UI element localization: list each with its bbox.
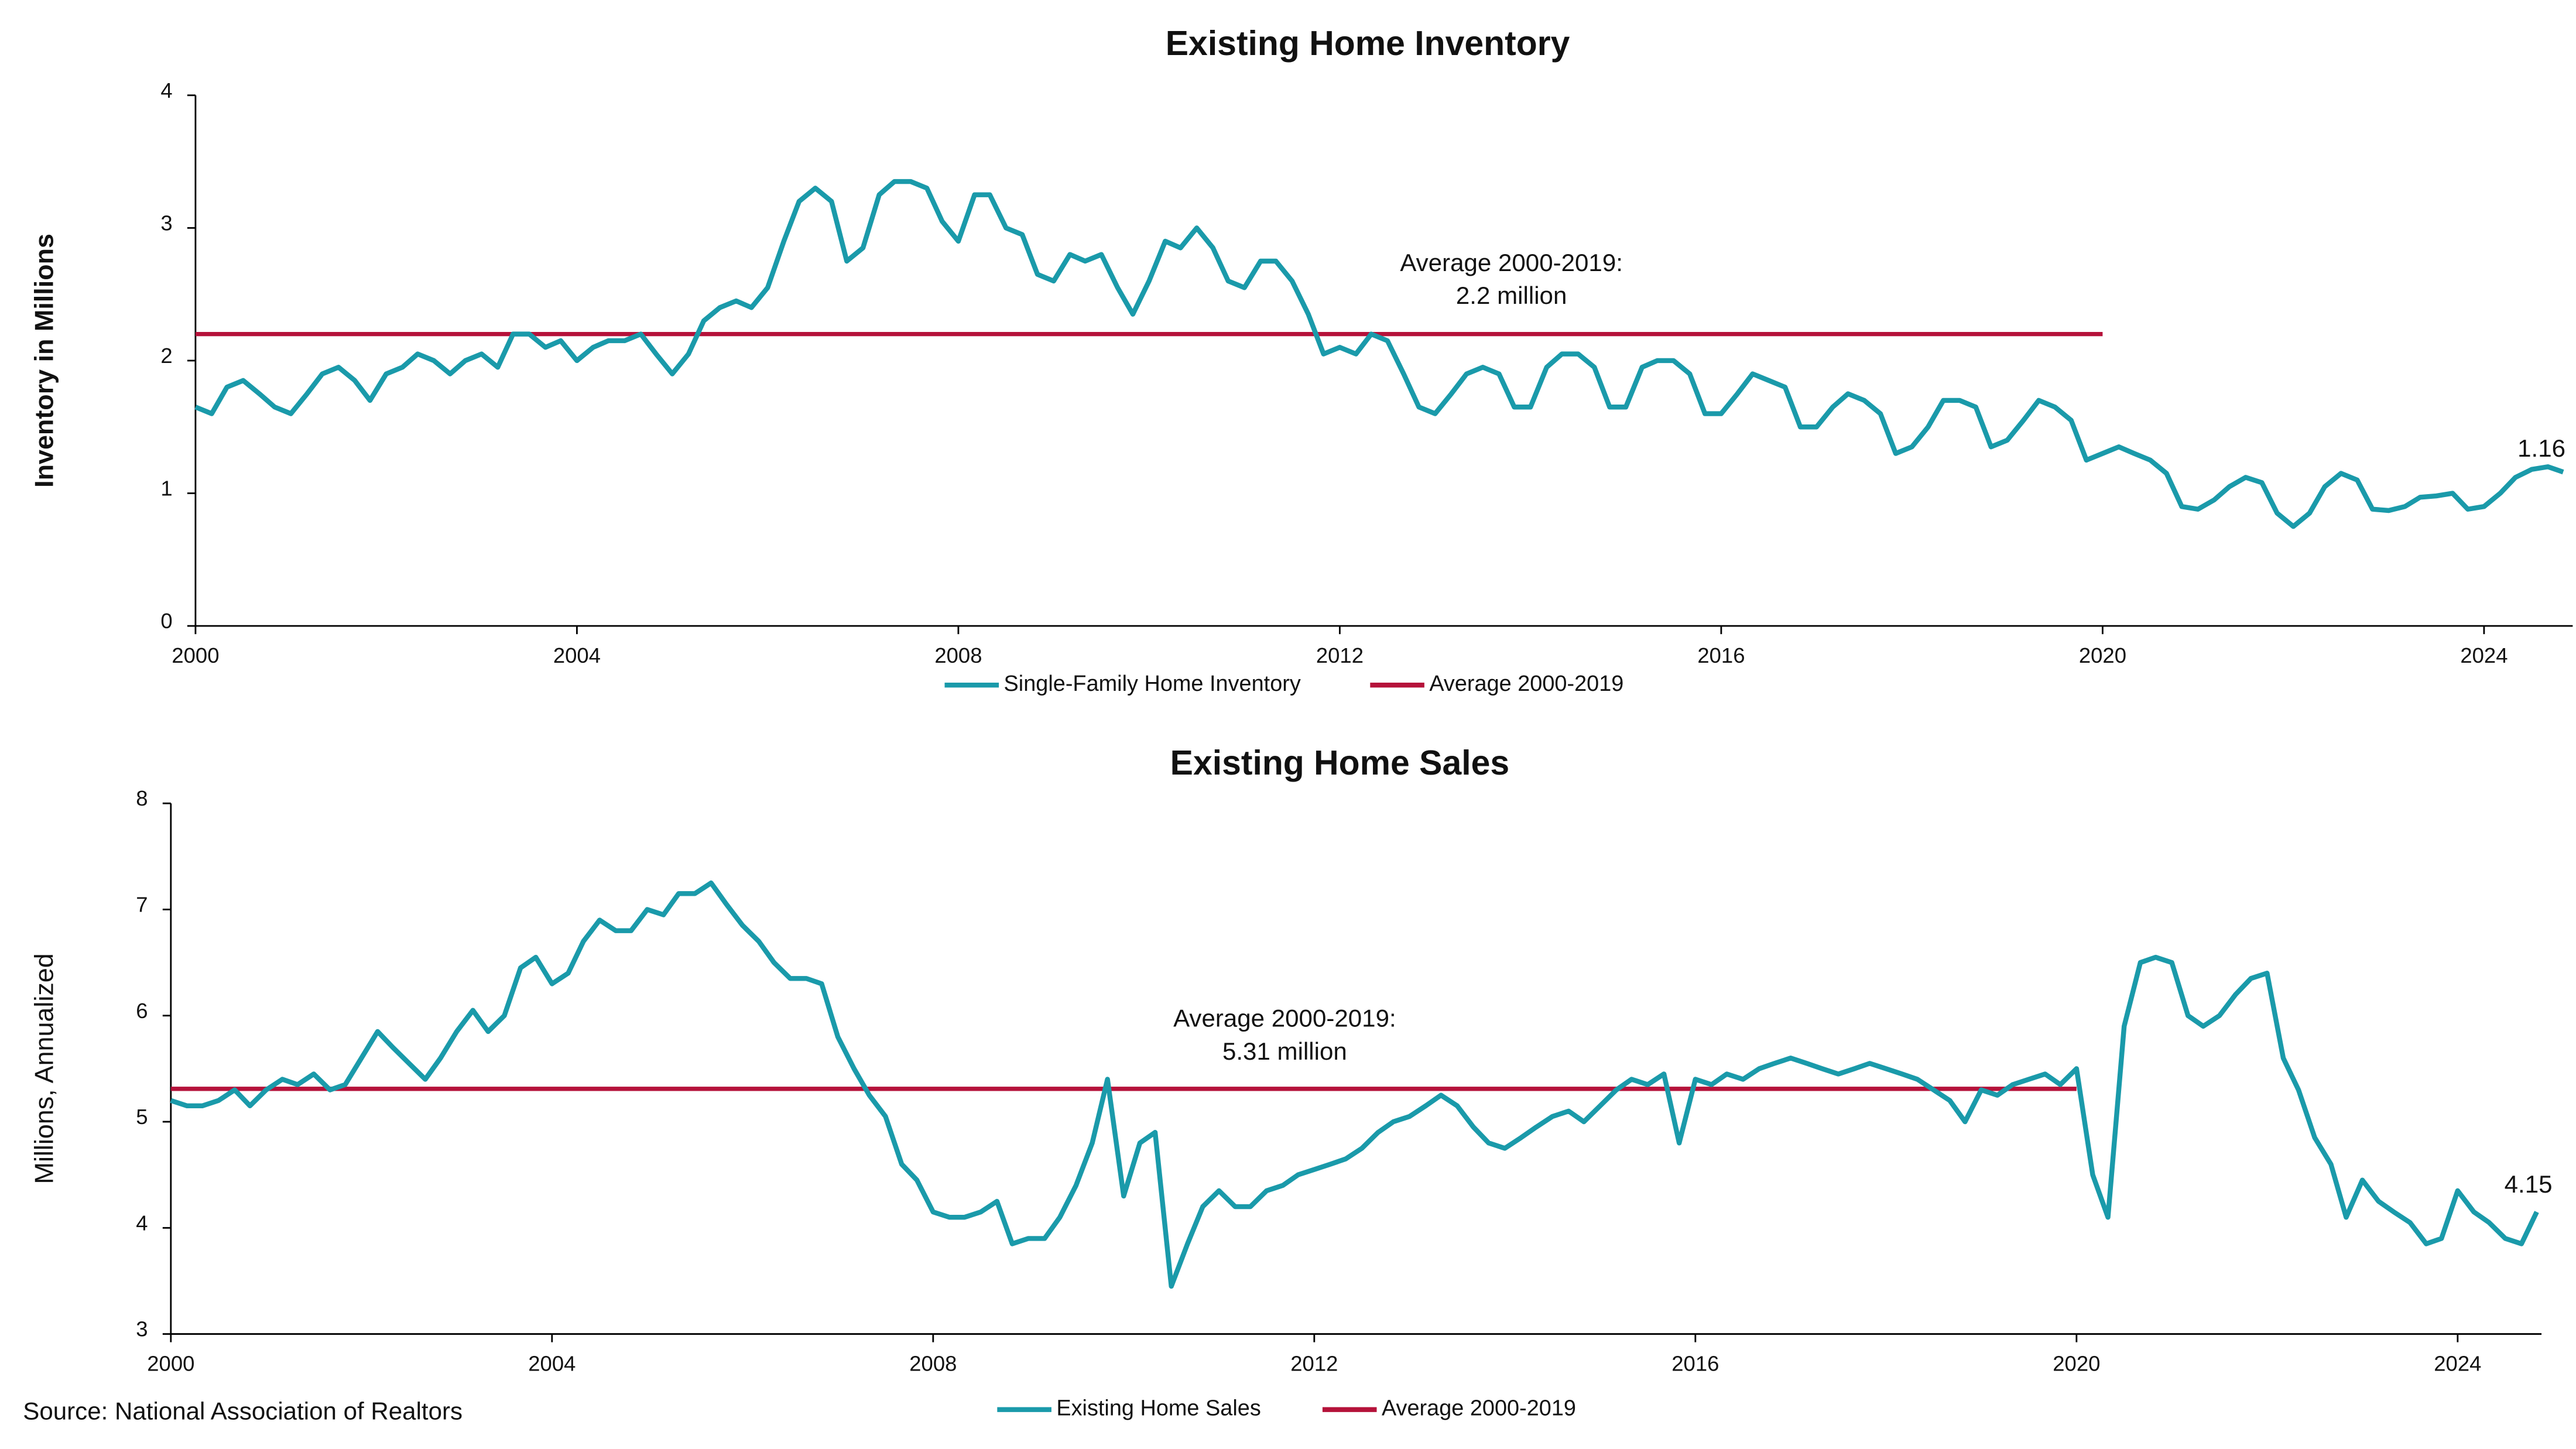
y-axis-label: Inventory in Millions (29, 234, 59, 488)
x-tick-label: 2008 (934, 643, 982, 667)
legend-label: Average 2000-2019 (1429, 672, 1623, 696)
legend-label: Existing Home Sales (1056, 1396, 1260, 1421)
legend-label: Single-Family Home Inventory (1004, 672, 1301, 696)
annotation: Average 2000-2019: (1173, 1005, 1396, 1032)
y-tick-label: 1 (160, 477, 172, 501)
x-tick-label: 2000 (172, 643, 219, 667)
x-tick-label: 2004 (528, 1352, 576, 1376)
y-tick-label: 4 (160, 78, 172, 102)
chart-title: Existing Home Inventory (1166, 25, 1570, 63)
annotation: Average 2000-2019: (1400, 249, 1623, 276)
y-tick-label: 7 (136, 892, 148, 916)
annotation: 5.31 million (1222, 1037, 1347, 1065)
x-tick-label: 2012 (1290, 1352, 1338, 1376)
y-tick-label: 4 (136, 1211, 148, 1235)
end-value-label: 4.15 (2505, 1170, 2553, 1198)
y-tick-label: 2 (160, 344, 172, 368)
x-tick-label: 2000 (147, 1352, 194, 1376)
x-tick-label: 2020 (2053, 1352, 2100, 1376)
x-tick-label: 2020 (2079, 643, 2126, 667)
y-axis-label: Millions, Annualized (29, 953, 59, 1184)
y-tick-label: 5 (136, 1105, 148, 1129)
series-line (170, 880, 2539, 1289)
x-tick-label: 2024 (2434, 1352, 2481, 1376)
x-tick-label: 2008 (909, 1352, 957, 1376)
x-tick-label: 2016 (1671, 1352, 1719, 1376)
source-note: Source: National Association of Realtors (23, 1397, 463, 1424)
chart-title: Existing Home Sales (1170, 744, 1509, 782)
x-tick-label: 2012 (1316, 643, 1364, 667)
y-tick-label: 6 (136, 999, 148, 1023)
y-tick-label: 8 (136, 786, 148, 810)
annotation: 2.2 million (1456, 282, 1567, 309)
y-tick-label: 3 (136, 1317, 148, 1341)
x-tick-label: 2004 (553, 643, 601, 667)
end-value-label: 1.16 (2517, 434, 2565, 462)
legend-label: Average 2000-2019 (1382, 1396, 1576, 1421)
x-tick-label: 2024 (2460, 643, 2508, 667)
y-tick-label: 3 (160, 211, 172, 235)
y-tick-label: 0 (160, 609, 172, 633)
series-line (194, 179, 2564, 529)
x-tick-label: 2016 (1697, 643, 1745, 667)
